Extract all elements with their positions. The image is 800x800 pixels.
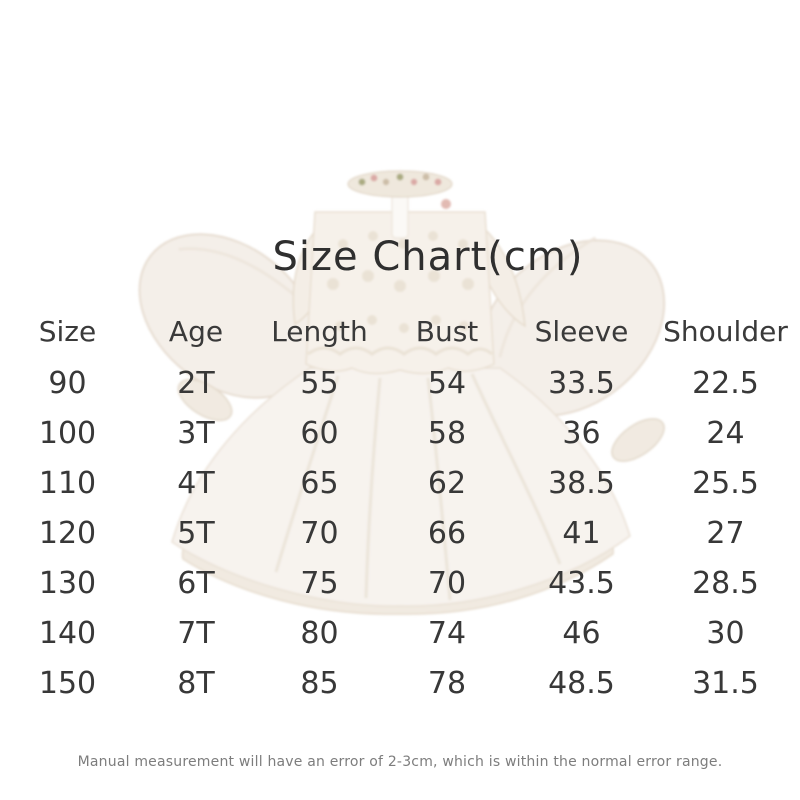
- table-cell: 62: [427, 465, 467, 501]
- table-cell: 22.5: [692, 365, 759, 401]
- table-cell: 30: [706, 615, 745, 651]
- table-cell: 150: [38, 665, 97, 701]
- table-cell: 85: [300, 665, 339, 701]
- table-cell: 33.5: [548, 365, 615, 401]
- table-cell: 55: [300, 365, 339, 401]
- table-cell: 5T: [177, 515, 215, 551]
- table-cell: 6T: [177, 565, 215, 601]
- table-cell: 70: [427, 565, 467, 601]
- table-cell: 41: [562, 515, 601, 551]
- table-cell: 2T: [177, 365, 215, 401]
- table-cell: 48.5: [548, 665, 615, 701]
- table-cell: 90: [48, 365, 87, 401]
- table-cell: 130: [38, 565, 97, 601]
- table-cell: 28.5: [692, 565, 759, 601]
- table-cell: 58: [427, 415, 467, 451]
- table-cell: 3T: [177, 415, 215, 451]
- table-cell: 140: [38, 615, 97, 651]
- table-cell: 46: [562, 615, 601, 651]
- table-cell: 78: [427, 665, 467, 701]
- measurement-note: Manual measurement will have an error of…: [77, 754, 723, 770]
- table-cell: 54: [427, 365, 467, 401]
- table-cell: 70: [300, 515, 339, 551]
- table-cell: 24: [706, 415, 745, 451]
- table-cell: 38.5: [548, 465, 615, 501]
- column-header-shoulder: Shoulder: [663, 314, 788, 348]
- table-cell: 75: [300, 565, 339, 601]
- size-table: Size Age Length Bust Sleeve Shoulder 90 …: [0, 304, 800, 708]
- table-cell: 100: [38, 415, 97, 451]
- table-cell: 120: [38, 515, 97, 551]
- column-header-size: Size: [38, 314, 97, 348]
- column-header-bust: Bust: [415, 314, 479, 348]
- column-header-length: Length: [271, 314, 368, 348]
- column-header-age: Age: [168, 314, 224, 348]
- table-cell: 4T: [177, 465, 215, 501]
- table-cell: 74: [427, 615, 467, 651]
- chart-title: Size Chart(cm): [272, 234, 584, 280]
- table-cell: 27: [706, 515, 745, 551]
- column-header-sleeve: Sleeve: [534, 314, 629, 348]
- table-cell: 65: [300, 465, 339, 501]
- table-cell: 80: [300, 615, 339, 651]
- table-cell: 25.5: [692, 465, 759, 501]
- table-cell: 60: [300, 415, 339, 451]
- table-cell: 31.5: [692, 665, 759, 701]
- table-cell: 110: [38, 465, 97, 501]
- table-cell: 36: [562, 415, 601, 451]
- table-cell: 43.5: [548, 565, 615, 601]
- table-cell: 7T: [177, 615, 215, 651]
- table-cell: 8T: [177, 665, 215, 701]
- table-cell: 66: [427, 515, 467, 551]
